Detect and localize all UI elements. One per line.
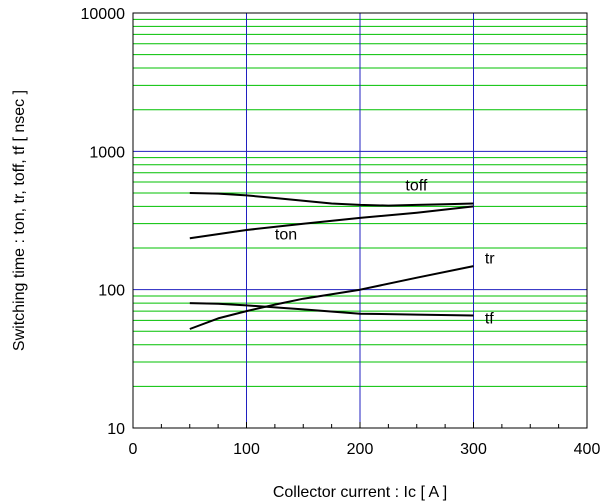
series-labels: toff ton tr tf	[275, 178, 495, 328]
series-line-ton	[189, 205, 474, 240]
x-tick-label: 300	[460, 441, 487, 458]
series-lines	[189, 192, 474, 330]
series-label-ton: ton	[275, 227, 297, 244]
x-tick-labels: 0 100 200 300 400	[129, 441, 601, 458]
series-label-tr: tr	[485, 250, 495, 267]
x-tick-label: 100	[233, 441, 260, 458]
y-tick-labels: 10 100 1000 10000	[81, 6, 126, 438]
x-axis-label: Collector current : Ic [ A ]	[273, 484, 447, 501]
series-label-toff: toff	[405, 178, 428, 195]
y-tick-label: 10	[107, 421, 125, 438]
axis-ticks	[132, 422, 588, 428]
y-axis-label: Switching time : ton, tr, toff, tf [ nse…	[11, 90, 28, 351]
series-label-tf: tf	[485, 310, 494, 327]
x-tick-label: 0	[129, 441, 138, 458]
series-line-tf	[189, 302, 474, 317]
y-tick-label: 100	[98, 283, 125, 300]
series-line-tr	[189, 265, 474, 330]
series-line-toff	[189, 192, 474, 207]
major-gridlines	[133, 13, 587, 428]
x-tick-label: 200	[347, 441, 374, 458]
x-tick-label: 400	[574, 441, 601, 458]
y-tick-label: 1000	[89, 144, 125, 161]
y-tick-label: 10000	[81, 6, 126, 23]
